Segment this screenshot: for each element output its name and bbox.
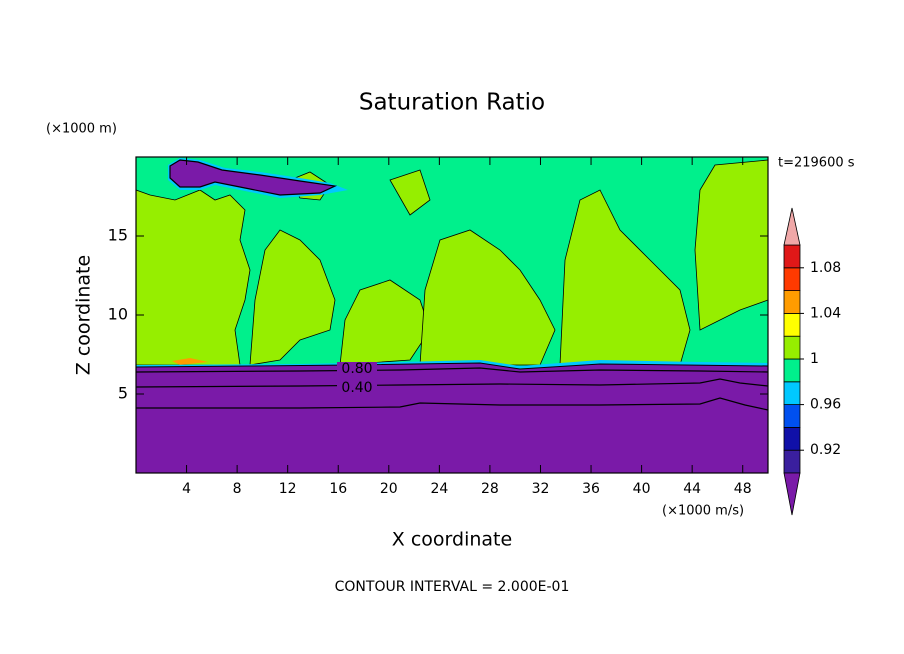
contour-fill [389, 169, 431, 216]
y-axis-label: Z coordinate [73, 255, 95, 375]
colorbar-box [783, 404, 801, 428]
x-unit: (×1000 m/s) [662, 504, 744, 519]
colorbar-tick-label: 1.08 [810, 260, 841, 276]
contour-line [135, 378, 769, 388]
footer: CONTOUR INTERVAL = 2.000E-01 [335, 579, 570, 595]
x-tick-label: 20 [380, 481, 398, 497]
contour-fill [169, 159, 338, 196]
y-tick-label: 10 [108, 305, 128, 324]
contour-label-bg [337, 381, 377, 395]
x-tick-label: 48 [734, 481, 752, 497]
x-tick-label: 28 [481, 481, 499, 497]
x-tick-label: 40 [633, 481, 651, 497]
colorbar-box [783, 267, 801, 291]
colorbar-box [783, 449, 801, 474]
x-tick-label: 4 [182, 481, 191, 497]
x-axis-label: X coordinate [392, 529, 512, 551]
x-tick-label: 24 [430, 481, 448, 497]
contour-label: 0.80 [341, 361, 372, 377]
colorbar-tick-label: 1.04 [810, 305, 841, 321]
colorbar-box [783, 358, 801, 383]
contour-fill [249, 229, 336, 366]
y-unit: (×1000 m) [46, 122, 117, 137]
x-tick-label: 32 [532, 481, 550, 497]
contour-fill [135, 189, 251, 366]
colorbar-over [783, 207, 801, 246]
contour-label-bg [337, 362, 377, 376]
colorbar-box [783, 244, 801, 269]
colorbar-box [783, 290, 801, 314]
contour-label: 0.40 [341, 380, 372, 396]
contour-fill [419, 229, 556, 366]
colorbar-tick-label: 0.96 [810, 397, 841, 413]
contour-fill [135, 362, 769, 474]
colorbar-box [783, 335, 801, 360]
x-tick-label: 8 [233, 481, 242, 497]
x-tick-label: 16 [329, 481, 347, 497]
colorbar-under [783, 472, 801, 516]
chart-title: Saturation Ratio [359, 90, 545, 116]
colorbar-tick-label: 1 [810, 351, 819, 367]
y-tick-label: 5 [118, 384, 128, 403]
x-tick-label: 44 [683, 481, 701, 497]
contour-fill [559, 189, 691, 366]
colorbar-box [783, 381, 801, 405]
time-label: t=219600 s [778, 156, 855, 171]
contour-line [136, 397, 769, 411]
colorbar-tick-label: 0.92 [810, 442, 841, 458]
contour-fill [694, 159, 769, 331]
contour-line [135, 367, 769, 373]
colorbar-box [783, 312, 801, 337]
x-tick-label: 36 [582, 481, 600, 497]
contour-fill [172, 358, 208, 365]
x-tick-label: 12 [279, 481, 297, 497]
contour-fill [339, 279, 431, 366]
y-tick-label: 15 [108, 226, 128, 245]
colorbar-box [783, 426, 801, 451]
